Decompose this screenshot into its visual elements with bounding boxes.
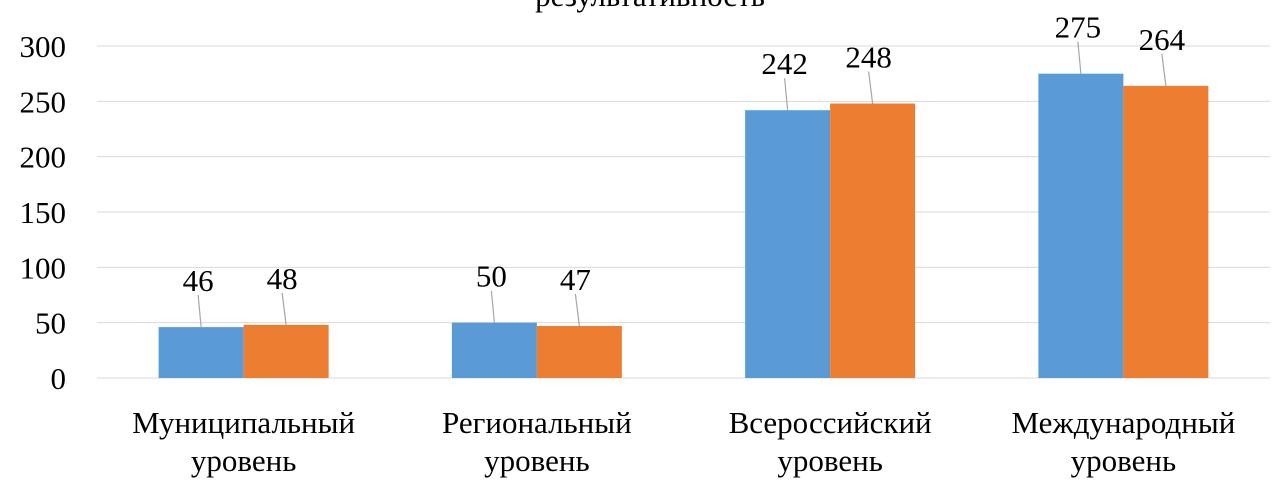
data-label: 275	[1055, 10, 1102, 45]
bar	[158, 327, 244, 378]
bar	[536, 325, 622, 378]
leader-line	[1077, 41, 1082, 74]
y-tick-label: 0	[51, 361, 67, 396]
leader-line	[1161, 53, 1167, 86]
x-tick-label: Региональный уровень	[442, 405, 632, 478]
bar	[1038, 73, 1124, 379]
leader-line	[281, 292, 287, 325]
data-label: 50	[476, 259, 507, 294]
data-label: 248	[845, 40, 892, 75]
bar	[1123, 85, 1209, 378]
data-label: 242	[761, 46, 808, 81]
x-tick-label: Муниципальный уровень	[132, 405, 355, 478]
data-label: 46	[183, 263, 214, 298]
x-tick-label: Международный уровень	[1011, 405, 1235, 478]
bar	[451, 322, 537, 378]
bar	[745, 110, 831, 378]
y-tick-label: 300	[20, 29, 67, 64]
bar	[243, 324, 329, 378]
y-tick-label: 200	[20, 140, 67, 175]
y-tick-label: 50	[35, 306, 66, 341]
data-label: 264	[1139, 22, 1186, 57]
leader-line	[197, 295, 202, 328]
data-label: 48	[267, 261, 298, 296]
bar	[830, 103, 916, 379]
y-tick-label: 250	[20, 84, 67, 119]
x-tick-label: Всероссийский уровень	[729, 405, 932, 478]
leader-line	[868, 71, 874, 104]
leader-line	[574, 293, 580, 327]
data-label: 47	[560, 262, 591, 297]
chart-title: результативность	[535, 0, 765, 13]
y-tick-label: 150	[20, 195, 67, 230]
y-tick-label: 100	[20, 250, 67, 285]
leader-line	[784, 78, 789, 111]
leader-line	[490, 290, 495, 323]
